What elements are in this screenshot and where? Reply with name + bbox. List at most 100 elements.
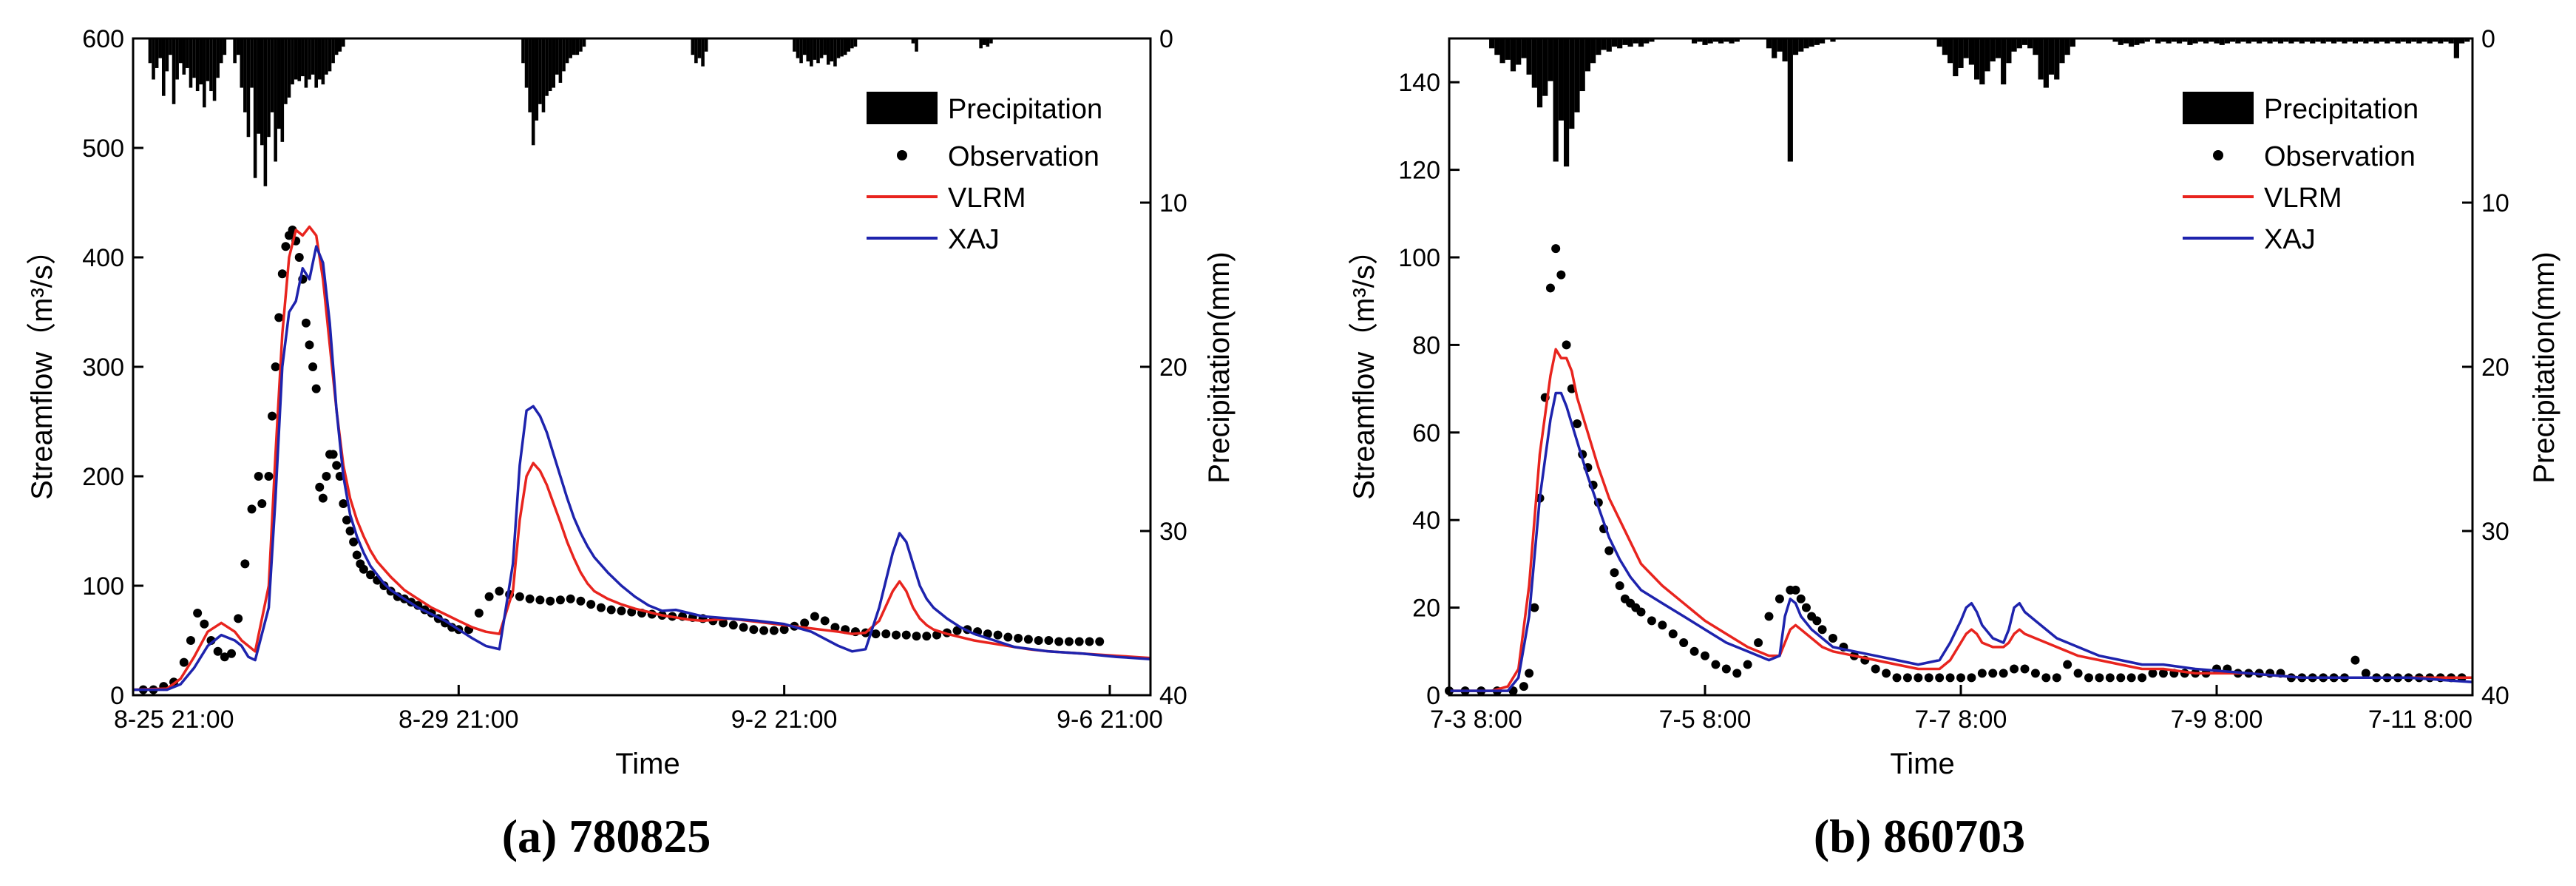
observation-point xyxy=(1812,616,1822,626)
observation-point xyxy=(474,609,484,618)
legend: Precipitation Observation VLRM XAJ xyxy=(2183,92,2419,255)
observation-point xyxy=(349,537,359,547)
precip-bar xyxy=(263,38,268,186)
precip-bar xyxy=(2048,38,2055,75)
series-line-xaj xyxy=(1449,391,2473,692)
precip-bar xyxy=(2118,38,2123,45)
precip-bar xyxy=(1606,38,1612,52)
observation-point xyxy=(749,625,759,635)
observation-point xyxy=(535,595,545,605)
observation-point xyxy=(627,607,637,617)
precip-bar xyxy=(2267,38,2273,44)
precip-bar xyxy=(552,38,556,88)
observation-point xyxy=(2020,664,2030,674)
precip-bar xyxy=(1644,38,1650,44)
precip-bar xyxy=(1953,38,1959,77)
precip-bar xyxy=(823,38,827,55)
observation-point xyxy=(318,493,328,503)
y-tick-label: 20 xyxy=(1412,595,1440,623)
precip-bar xyxy=(2139,38,2145,44)
legend-obs-marker xyxy=(897,150,907,160)
plot-border xyxy=(132,37,1152,697)
precip-bar xyxy=(294,38,298,80)
legend-obs-marker xyxy=(2213,150,2223,160)
observation-point xyxy=(1721,664,1731,674)
observation-point xyxy=(484,592,494,601)
observation-point xyxy=(1828,634,1837,643)
observation-point xyxy=(2361,669,2370,678)
plot-frame xyxy=(1448,37,2474,697)
precip-bar xyxy=(2038,38,2044,80)
precip-bar xyxy=(572,38,576,55)
precip-bar xyxy=(1942,38,1948,55)
precip-bar xyxy=(1584,38,1591,72)
precip-bar xyxy=(796,38,800,58)
y-tick-label: 300 xyxy=(82,354,124,382)
precip-bar xyxy=(1936,38,1942,47)
precip-bar xyxy=(826,38,830,65)
precip-bar xyxy=(1601,38,1607,50)
y2-tick-label: 30 xyxy=(1159,518,1187,546)
y-axis-ticks: 0 100 200 300 400 500 600 xyxy=(82,25,143,710)
precip-bar xyxy=(2379,38,2385,42)
observation-point xyxy=(1743,660,1752,669)
precip-bar xyxy=(1617,38,1623,49)
precip-bar xyxy=(2358,38,2364,42)
precip-bar xyxy=(1510,38,1516,72)
observation-point xyxy=(1647,616,1656,626)
observation-point xyxy=(315,482,325,492)
observation-point xyxy=(1573,419,1582,428)
y2-tick-label: 20 xyxy=(1159,354,1187,382)
x-tick-label: 7-7 8:00 xyxy=(1915,706,2007,734)
precip-bar xyxy=(1649,38,1655,42)
observation-point xyxy=(264,472,274,481)
observation-point xyxy=(200,619,209,629)
precip-bar xyxy=(1633,38,1638,44)
observation-point xyxy=(1801,603,1811,612)
precip-bar xyxy=(206,38,210,81)
precip-bar xyxy=(2203,38,2209,44)
precip-bar xyxy=(1798,38,1804,52)
observation-point xyxy=(268,411,277,421)
precip-bar xyxy=(2021,38,2028,45)
observation-point xyxy=(1914,673,1923,683)
observation-point xyxy=(345,527,355,535)
observation-point xyxy=(1556,270,1566,280)
model-lines xyxy=(132,225,1151,691)
precip-bar xyxy=(270,38,274,112)
legend-vlrm-label: VLRM xyxy=(948,183,1026,214)
precip-bar xyxy=(2448,38,2454,44)
observation-point xyxy=(1562,340,1571,350)
observation-point xyxy=(1701,651,1709,660)
series-line-vlrm xyxy=(132,225,1151,691)
precip-bar xyxy=(2182,38,2188,42)
observation-point xyxy=(301,318,311,328)
x-tick-label: 7-9 8:00 xyxy=(2171,706,2263,734)
y2-tick-label: 20 xyxy=(2481,354,2509,382)
legend-precip-swatch xyxy=(2183,92,2254,124)
observation-point xyxy=(881,629,891,639)
precip-bar xyxy=(1947,38,1953,64)
series-line-xaj xyxy=(133,245,1151,691)
precip-bar xyxy=(216,38,220,78)
precip-bar xyxy=(915,38,918,52)
precip-bar xyxy=(830,38,834,62)
observation-point xyxy=(1064,637,1074,646)
precip-bar xyxy=(847,38,851,52)
observation-point xyxy=(892,630,901,640)
series-line-vlrm xyxy=(1449,348,2472,692)
precip-bar xyxy=(691,38,695,55)
observation-point xyxy=(1817,625,1827,635)
precip-bar xyxy=(528,38,532,112)
observation-point xyxy=(800,618,810,628)
observation-point xyxy=(810,612,819,621)
observation-point xyxy=(277,269,287,279)
precip-bar xyxy=(186,38,189,68)
precip-bar xyxy=(2192,38,2198,44)
precip-bar xyxy=(1734,38,1740,42)
precip-bar xyxy=(1792,38,1799,55)
precip-bar xyxy=(195,38,200,92)
observation-point xyxy=(606,605,616,615)
precip-bar xyxy=(342,38,345,47)
precip-bar xyxy=(1723,38,1729,42)
